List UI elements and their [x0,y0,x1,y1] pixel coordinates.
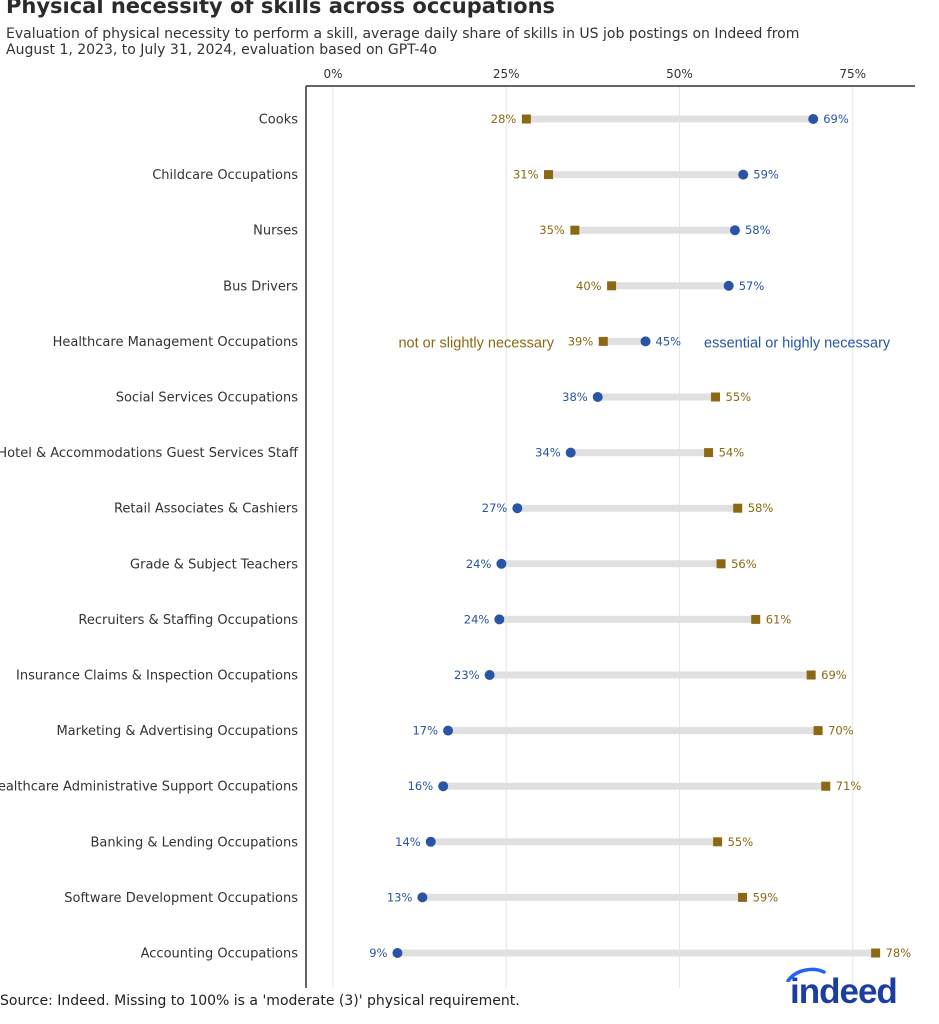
category-label: Retail Associates & Cashiers [114,502,298,517]
essential-marker [565,447,576,458]
essential-value-label: 16% [408,779,434,793]
not-necessary-value-label: 40% [576,279,602,293]
not-necessary-value-label: 61% [766,612,792,626]
essential-value-label: 57% [739,279,765,293]
essential-marker [496,558,507,569]
x-tick-label: 50% [666,67,693,81]
essential-value-label: 34% [535,446,561,460]
not-necessary-value-label: 55% [728,835,754,849]
essential-marker [808,114,819,124]
not-necessary-marker [544,170,554,180]
essential-marker [484,670,495,680]
category-label: Software Development Occupations [64,891,298,906]
not-necessary-marker [871,948,881,958]
not-necessary-value-label: 69% [821,668,847,682]
not-necessary-value-label: 70% [828,724,854,738]
not-necessary-value-label: 35% [539,223,565,237]
not-necessary-value-label: 71% [836,779,862,793]
category-label: Bus Drivers [223,279,298,294]
category-label: Recruiters & Staffing Occupations [78,613,298,628]
not-necessary-marker [713,837,723,847]
essential-marker [738,169,749,180]
not-necessary-marker [733,503,743,513]
not-necessary-value-label: 56% [731,557,757,571]
not-necessary-marker [607,281,617,291]
essential-marker [443,725,454,736]
not-necessary-value-label: 78% [886,946,912,960]
not-necessary-value-label: 54% [719,446,745,460]
not-necessary-value-label: 39% [568,334,594,348]
chart-title: Physical necessity of skills across occu… [6,0,556,18]
category-label: Grade & Subject Teachers [130,557,298,572]
essential-value-label: 23% [454,668,480,682]
category-label: Healthcare Administrative Support Occupa… [0,780,298,795]
not-necessary-value-label: 31% [513,168,539,182]
essential-value-label: 27% [482,501,508,515]
essential-marker [438,781,449,792]
not-necessary-marker [704,448,714,458]
category-label: Hotel & Accommodations Guest Services St… [0,446,299,461]
not-necessary-marker [570,225,580,235]
category-label: Marketing & Advertising Occupations [56,724,298,739]
essential-marker [494,614,505,625]
not-necessary-value-label: 58% [748,501,774,515]
not-necessary-value-label: 55% [726,390,752,404]
not-necessary-value-label: 28% [491,112,517,126]
category-label: Banking & Lending Occupations [90,835,298,850]
x-tick-label: 25% [493,67,520,81]
not-necessary-marker [598,336,608,346]
logo-wordmark: indeed [790,972,898,1011]
category-label: Social Services Occupations [116,391,299,406]
essential-marker [425,836,436,847]
not-necessary-marker [821,781,831,791]
indeed-logo: indeed [786,966,910,1014]
essential-marker [592,392,603,402]
essential-value-label: 14% [395,835,421,849]
essential-value-label: 13% [387,890,413,904]
essential-value-label: 58% [745,223,771,237]
x-tick-label: 0% [323,67,342,81]
not-necessary-marker [806,670,816,680]
not-necessary-marker [716,559,726,569]
not-necessary-marker [521,114,531,124]
essential-value-label: 45% [656,334,682,348]
not-necessary-marker [711,392,721,402]
source-note: Source: Indeed. Missing to 100% is a 'mo… [0,993,520,1009]
essential-marker [640,336,651,347]
legend-essential: essential or highly necessary [704,335,891,351]
essential-marker [729,225,740,236]
essential-value-label: 69% [823,112,849,126]
category-label: Childcare Occupations [152,168,298,183]
not-necessary-marker [738,892,748,902]
category-label: Insurance Claims & Inspection Occupation… [16,669,298,684]
essential-value-label: 17% [412,724,438,738]
category-label: Accounting Occupations [141,947,299,962]
legend-not-necessary: not or slightly necessary [398,335,554,351]
x-tick-label: 75% [839,67,866,81]
essential-marker [417,892,428,903]
logo-arc-icon [786,967,826,982]
category-label: Healthcare Management Occupations [53,335,299,350]
essential-value-label: 24% [464,612,490,626]
essential-marker [723,280,734,291]
essential-value-label: 38% [562,390,588,404]
not-necessary-value-label: 59% [753,890,779,904]
not-necessary-marker [813,726,823,736]
essential-marker [512,503,523,514]
chart-subtitle: Evaluation of physical necessity to perf… [6,26,800,58]
essential-marker [392,948,403,958]
not-necessary-marker [751,614,761,624]
essential-value-label: 24% [466,557,492,571]
essential-value-label: 59% [753,168,779,182]
essential-value-label: 9% [369,946,387,960]
category-label: Cooks [259,113,299,128]
category-label: Nurses [253,224,298,239]
